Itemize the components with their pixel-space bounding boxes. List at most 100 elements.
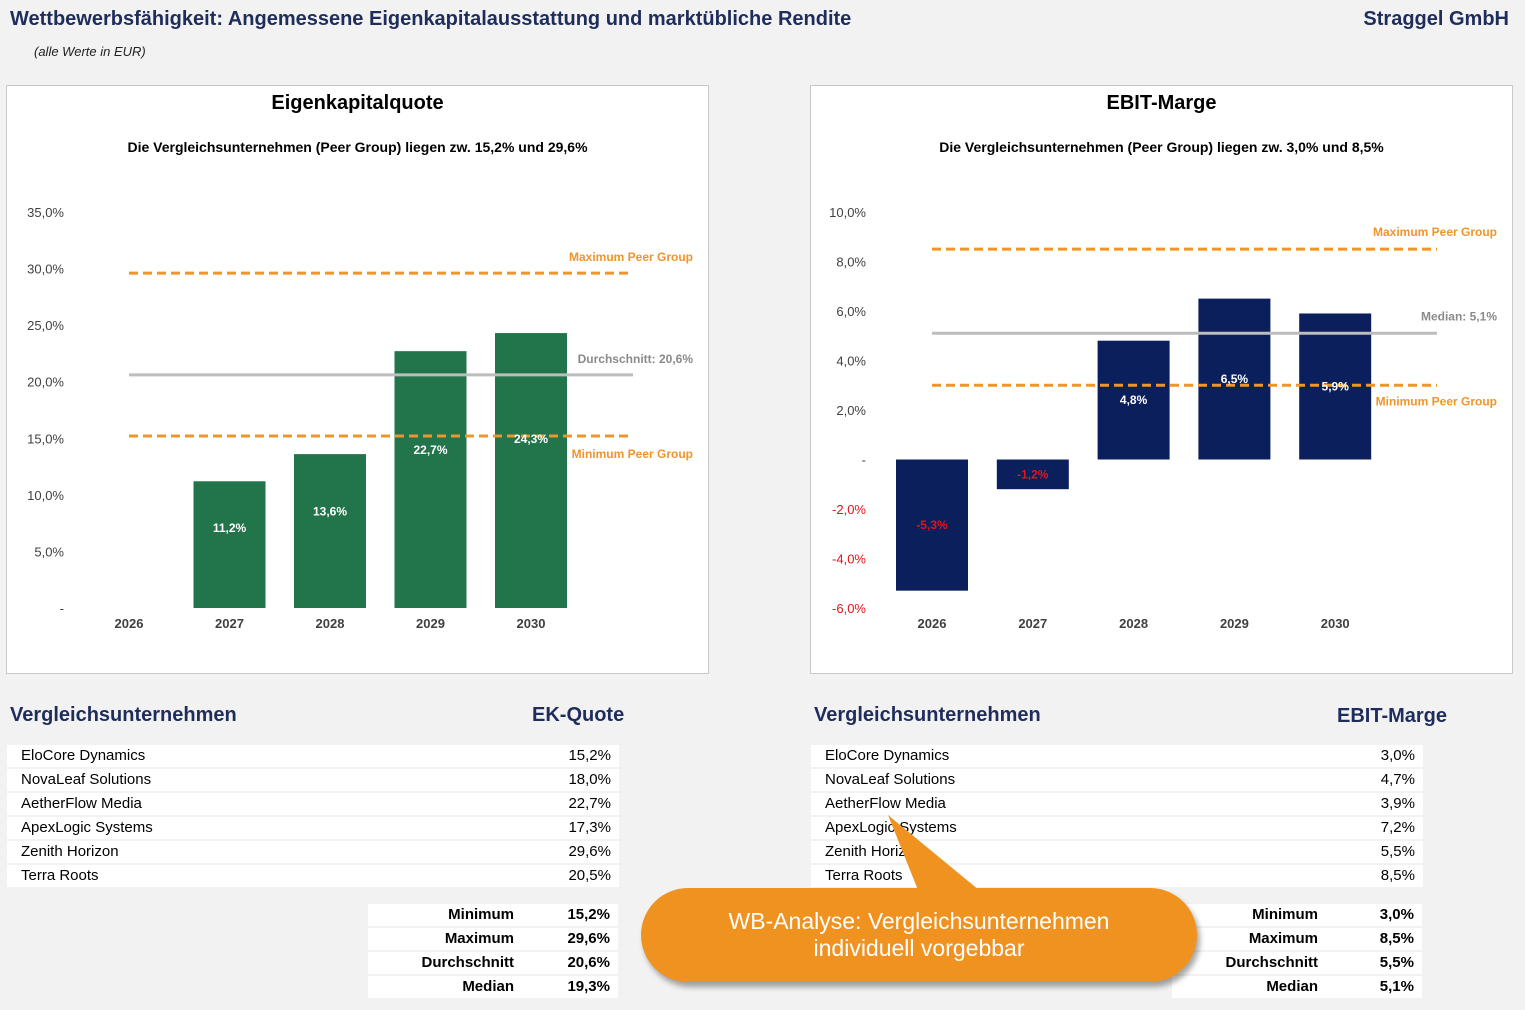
bar-value-label: 24,3% (514, 432, 548, 446)
bar (193, 481, 266, 608)
stat-value: 8,5% (1379, 930, 1414, 947)
stats-row: Durchschnitt 5,5% (1172, 952, 1422, 974)
company-name-cell: EloCore Dynamics (825, 747, 950, 764)
y-tick-label: 20,0% (27, 375, 64, 390)
value-cell: 22,7% (568, 795, 611, 812)
reference-line-label: Maximum Peer Group (1373, 225, 1497, 239)
callout-bubble: WB-Analyse: Vergleichsunternehmen indivi… (641, 888, 1197, 982)
x-tick-label: 2030 (1321, 616, 1350, 631)
table-row: Terra Roots 8,5% (811, 865, 1423, 887)
stat-label: Maximum (1248, 930, 1318, 947)
callout-line-1: WB-Analyse: Vergleichsunternehmen (728, 908, 1110, 934)
table-row: EloCore Dynamics 15,2% (7, 745, 619, 767)
company-name-cell: Zenith Horizon (825, 843, 923, 860)
table-row: Terra Roots 20,5% (7, 865, 619, 887)
y-tick-label: 6,0% (836, 304, 866, 319)
value-cell: 4,7% (1380, 771, 1415, 788)
reference-line-label: Maximum Peer Group (569, 250, 693, 264)
x-tick-label: 2029 (1220, 616, 1249, 631)
stat-value: 3,0% (1379, 906, 1414, 923)
reference-line-label: Median: 5,1% (1421, 309, 1497, 323)
chart-subtitle: Die Vergleichsunternehmen (Peer Group) l… (127, 139, 588, 155)
reference-line-label: Durchschnitt: 20,6% (578, 352, 694, 366)
y-tick-label: 10,0% (829, 205, 866, 220)
page-title: Wettbewerbsfähigkeit: Angemessene Eigenk… (10, 8, 852, 30)
chart-eigenkapitalquote: - 5,0% 10,0% 15,0% 20,0% 25,0% 30,0% 35,0% 2026 2… (27, 205, 694, 631)
bar (495, 333, 567, 608)
company-name-cell: ApexLogic Systems (21, 819, 153, 836)
bar (294, 454, 366, 608)
chart-panel-eigenkapitalquote: Eigenkapitalquote Die Vergleichsunterneh… (6, 85, 709, 674)
y-tick-label: 10,0% (27, 488, 64, 503)
value-cell: 18,0% (568, 771, 611, 788)
stat-label: Median (462, 978, 514, 995)
bar-value-label: 22,7% (413, 443, 447, 457)
y-tick-label: 35,0% (27, 205, 64, 220)
value-cell: 15,2% (568, 747, 611, 764)
y-tick-label: 15,0% (27, 431, 64, 446)
table-row: NovaLeaf Solutions 18,0% (7, 769, 619, 791)
stat-value: 19,3% (567, 978, 610, 995)
bar (1097, 340, 1170, 460)
stat-value: 5,5% (1379, 954, 1414, 971)
chart-title: EBIT-Marge (1106, 92, 1217, 114)
value-cell: 5,5% (1380, 843, 1415, 860)
y-tick-label: - (862, 453, 866, 468)
bar-value-label: 13,6% (313, 505, 347, 519)
stat-label: Maximum (444, 930, 514, 947)
table-row: ApexLogic Systems 7,2% (811, 817, 1423, 839)
table-row: AetherFlow Media 22,7% (7, 793, 619, 815)
value-cell: 8,5% (1380, 867, 1415, 884)
company-name-cell: NovaLeaf Solutions (21, 771, 152, 788)
y-tick-label: -6,0% (832, 601, 866, 616)
ek-table-value-heading: EK-Quote (532, 704, 625, 726)
y-tick-label: 2,0% (836, 403, 866, 418)
y-tick-label: -4,0% (832, 552, 866, 567)
table-row: AetherFlow Media 3,9% (811, 793, 1423, 815)
callout-line-2: individuell vorgebbar (813, 935, 1025, 961)
x-tick-label: 2028 (1119, 616, 1148, 631)
reference-line-label: Minimum Peer Group (1376, 394, 1497, 408)
bar (996, 459, 1069, 490)
value-cell: 20,5% (568, 867, 611, 884)
x-tick-label: 2029 (416, 616, 445, 631)
y-tick-label: -2,0% (832, 502, 866, 517)
stats-row: Minimum 3,0% (1172, 904, 1422, 926)
x-tick-label: 2027 (215, 616, 244, 631)
table-row: EloCore Dynamics 3,0% (811, 745, 1423, 767)
value-cell: 7,2% (1380, 819, 1415, 836)
x-tick-label: 2026 (918, 616, 947, 631)
stats-row: Minimum 15,2% (368, 904, 618, 926)
bar-value-label: 11,2% (213, 521, 247, 535)
stat-value: 29,6% (567, 930, 610, 947)
company-name-cell: AetherFlow Media (825, 795, 946, 812)
reference-line-label: Minimum Peer Group (572, 447, 693, 461)
bar-value-label: 4,8% (1120, 393, 1148, 407)
company-name-cell: NovaLeaf Solutions (825, 771, 956, 788)
stat-label: Durchschnitt (421, 954, 514, 971)
chart-title: Eigenkapitalquote (271, 92, 444, 114)
y-tick-label: - (60, 601, 64, 616)
bar-value-label: 6,5% (1221, 372, 1249, 386)
stats-row: Durchschnitt 20,6% (368, 952, 618, 974)
company-name-cell: Zenith Horizon (21, 843, 119, 860)
company-name: Straggel GmbH (1363, 8, 1509, 30)
bar (896, 459, 968, 591)
table-row: ApexLogic Systems 17,3% (7, 817, 619, 839)
x-tick-label: 2026 (115, 616, 144, 631)
stat-label: Median (1266, 978, 1318, 995)
value-cell: 29,6% (568, 843, 611, 860)
stat-label: Minimum (1252, 906, 1318, 923)
x-tick-label: 2030 (517, 616, 546, 631)
ek-table-heading: Vergleichsunternehmen (10, 704, 237, 726)
chart-ebit-marge: -6,0%-4,0%-2,0%-2,0%4,0%6,0%8,0%10,0%202… (829, 205, 1497, 631)
company-name-cell: EloCore Dynamics (21, 747, 146, 764)
stat-label: Minimum (448, 906, 514, 923)
table-row: Zenith Horizon 5,5% (811, 841, 1423, 863)
stat-value: 5,1% (1379, 978, 1414, 995)
company-name-cell: ApexLogic Systems (825, 819, 957, 836)
stat-label: Durchschnitt (1225, 954, 1318, 971)
value-cell: 3,0% (1380, 747, 1415, 764)
y-tick-label: 4,0% (836, 354, 866, 369)
company-name-cell: Terra Roots (825, 867, 903, 884)
